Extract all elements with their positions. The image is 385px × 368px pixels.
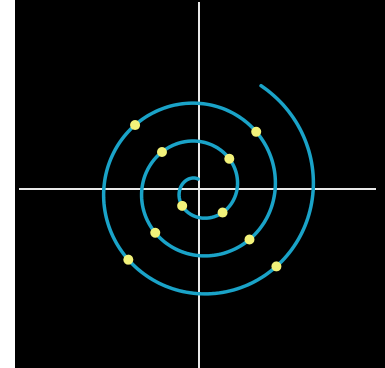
spiral-curve [101, 83, 316, 296]
spiral-point [177, 200, 188, 211]
spiral-point [244, 234, 255, 245]
spiral-points [123, 120, 282, 272]
diagram-canvas [15, 0, 385, 368]
spiral-point [271, 261, 282, 272]
spiral-point [217, 207, 228, 218]
spiral-point [156, 146, 167, 157]
spiral-point [224, 153, 235, 164]
spiral-point [123, 254, 134, 265]
spiral-point [251, 126, 262, 137]
archimedean-spiral-diagram [15, 0, 385, 368]
spiral-point [130, 120, 141, 131]
spiral-point [150, 227, 161, 238]
